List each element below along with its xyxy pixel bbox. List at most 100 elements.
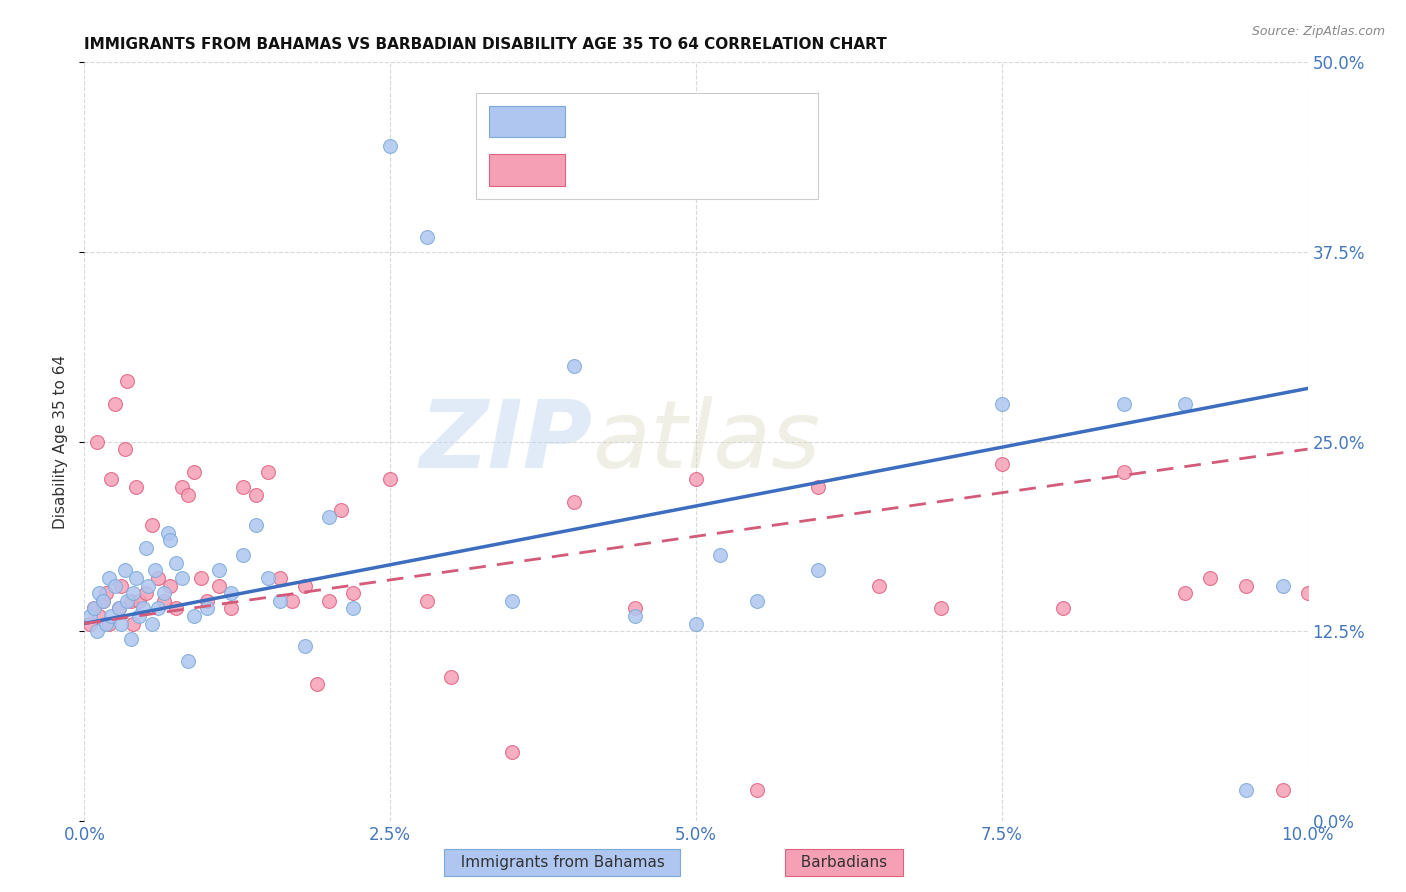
Point bbox=[245, 517, 267, 532]
Point bbox=[79, 616, 101, 631]
Point bbox=[685, 473, 707, 487]
Point bbox=[172, 571, 194, 585]
Point bbox=[107, 601, 129, 615]
Point bbox=[120, 632, 142, 646]
Point bbox=[562, 495, 585, 509]
Point bbox=[208, 564, 231, 578]
Point bbox=[195, 594, 218, 608]
Point bbox=[807, 564, 830, 578]
Point bbox=[183, 465, 205, 479]
Point bbox=[96, 616, 118, 631]
Point bbox=[177, 655, 200, 669]
Point bbox=[232, 480, 254, 494]
Point bbox=[177, 487, 200, 501]
Point bbox=[83, 601, 105, 615]
Point bbox=[747, 783, 769, 797]
Point bbox=[1272, 783, 1295, 797]
Point bbox=[87, 608, 110, 623]
Point bbox=[562, 359, 585, 373]
Point bbox=[141, 517, 163, 532]
Point bbox=[416, 229, 439, 244]
Point bbox=[153, 586, 176, 600]
Point bbox=[257, 571, 280, 585]
Point bbox=[1174, 586, 1197, 600]
Point bbox=[96, 586, 118, 600]
Point bbox=[146, 571, 169, 585]
Point bbox=[208, 579, 231, 593]
Point bbox=[87, 586, 110, 600]
Point bbox=[110, 616, 132, 631]
Point bbox=[709, 548, 731, 563]
Point bbox=[502, 594, 524, 608]
Point bbox=[172, 480, 194, 494]
Point bbox=[232, 548, 254, 563]
Point bbox=[281, 594, 304, 608]
Point bbox=[219, 601, 242, 615]
Point bbox=[100, 473, 122, 487]
Point bbox=[165, 556, 187, 570]
Point bbox=[269, 594, 291, 608]
Point bbox=[342, 586, 364, 600]
Point bbox=[807, 480, 830, 494]
Point bbox=[416, 594, 439, 608]
Point bbox=[190, 571, 212, 585]
Text: atlas: atlas bbox=[592, 396, 820, 487]
Point bbox=[1296, 586, 1319, 600]
Text: Barbadians: Barbadians bbox=[790, 855, 897, 870]
Text: Immigrants from Bahamas: Immigrants from Bahamas bbox=[450, 855, 675, 870]
Point bbox=[91, 594, 114, 608]
Point bbox=[146, 601, 169, 615]
Point bbox=[1114, 465, 1136, 479]
Point bbox=[120, 594, 142, 608]
Point bbox=[83, 601, 105, 615]
Point bbox=[245, 487, 267, 501]
Point bbox=[685, 616, 707, 631]
Point bbox=[125, 480, 148, 494]
Point bbox=[114, 442, 136, 457]
Text: ZIP: ZIP bbox=[419, 395, 592, 488]
Point bbox=[1358, 594, 1381, 608]
Point bbox=[747, 594, 769, 608]
Text: IMMIGRANTS FROM BAHAMAS VS BARBADIAN DISABILITY AGE 35 TO 64 CORRELATION CHART: IMMIGRANTS FROM BAHAMAS VS BARBADIAN DIS… bbox=[84, 37, 887, 52]
Point bbox=[104, 579, 127, 593]
Point bbox=[128, 608, 150, 623]
Point bbox=[122, 616, 145, 631]
Point bbox=[183, 608, 205, 623]
Point bbox=[869, 579, 891, 593]
Point bbox=[135, 586, 157, 600]
Point bbox=[1395, 601, 1406, 615]
Point bbox=[624, 608, 647, 623]
Point bbox=[1272, 579, 1295, 593]
Point bbox=[219, 586, 242, 600]
Point bbox=[132, 601, 155, 615]
Point bbox=[128, 594, 150, 608]
Point bbox=[269, 571, 291, 585]
Point bbox=[440, 669, 463, 683]
Point bbox=[159, 533, 181, 547]
Point bbox=[991, 396, 1014, 410]
Point bbox=[1114, 396, 1136, 410]
Point bbox=[100, 608, 122, 623]
Point bbox=[318, 510, 340, 524]
Point bbox=[122, 586, 145, 600]
Point bbox=[86, 434, 108, 449]
Point bbox=[125, 571, 148, 585]
Point bbox=[502, 746, 524, 760]
Point bbox=[380, 138, 402, 153]
Point bbox=[136, 579, 159, 593]
Point bbox=[86, 624, 108, 639]
Point bbox=[143, 564, 166, 578]
Point bbox=[104, 396, 127, 410]
Y-axis label: Disability Age 35 to 64: Disability Age 35 to 64 bbox=[53, 354, 69, 529]
Point bbox=[294, 579, 316, 593]
Point bbox=[1236, 579, 1258, 593]
Point bbox=[1320, 594, 1343, 608]
Point bbox=[257, 465, 280, 479]
Point bbox=[79, 608, 101, 623]
Point bbox=[1052, 601, 1074, 615]
Point bbox=[97, 616, 120, 631]
Point bbox=[165, 601, 187, 615]
Point bbox=[156, 525, 179, 540]
Point bbox=[305, 677, 328, 691]
Point bbox=[342, 601, 364, 615]
